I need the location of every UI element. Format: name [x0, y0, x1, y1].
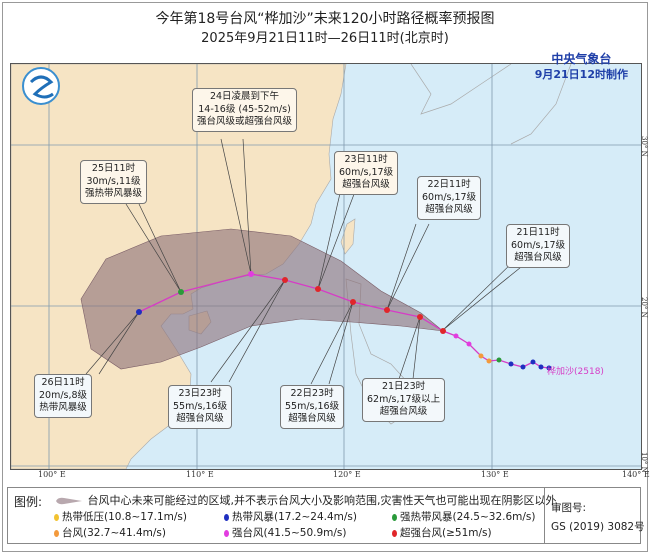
lon-label: 100° E: [38, 470, 66, 479]
blue-dot-icon: [224, 513, 229, 521]
point-26d11h: [136, 309, 142, 315]
point-24d: [248, 271, 254, 277]
map-title: 今年第18号台风“桦加沙”未来120小时路径概率预报图: [155, 11, 495, 27]
approval-label: 审图号:: [551, 502, 587, 514]
korea-japan: [410, 64, 572, 145]
cma-logo: [22, 67, 60, 105]
taiwan-island: [340, 218, 356, 255]
lon-label: 120° E: [333, 470, 361, 479]
lat-label: 30° N: [640, 136, 648, 157]
typhoon-name-label: 桦加沙(2518): [547, 367, 604, 377]
point-23d11h: [315, 286, 321, 292]
track-points: [136, 271, 552, 371]
legend-item-sty: 强台风(41.5~50.9m/s): [224, 525, 347, 540]
callout-21d23h: 21日23时 62m/s,17级以上 超强台风级: [362, 378, 446, 422]
callout-22d23h: 22日23时 55m/s,16级 超强台风级: [280, 385, 345, 429]
lat-label: 10° N: [640, 452, 648, 473]
probability-cone: [80, 228, 444, 370]
map-subtitle: 2025年9月21日11时—26日11时(北京时): [201, 31, 449, 46]
callout-leaders: [85, 138, 532, 385]
callout-23d23h: 23日23时 55m/s,16级 超强台风级: [168, 385, 233, 429]
legend-cone-note: 台风中心未来可能经过的区域,并不表示台风大小及影响范围,灾害性天气也可能出现在阴…: [54, 492, 557, 508]
graticule: [11, 64, 641, 469]
cone-swatch-icon: [56, 497, 82, 505]
lat-label: 20° N: [640, 297, 648, 318]
orange-dot-icon: [54, 529, 59, 537]
point-23d23h: [282, 277, 288, 283]
callout-23d11h: 23日11时 60m/s,17级 超强台风级: [334, 151, 399, 195]
lon-label: 110° E: [186, 470, 214, 479]
point-22d11h: [384, 307, 390, 313]
callout-21d11h: 21日11时 60m/s,17级 超强台风级: [506, 224, 571, 268]
legend-item-td: 热带低压(10.8~17.1m/s): [54, 509, 187, 524]
legend-item-sts: 强热带风暴(24.5~32.6m/s): [392, 509, 536, 524]
approval-number: GS (2019) 3082号: [551, 521, 645, 533]
point-25d11h: [178, 289, 184, 295]
callout-25d11h: 25日11时 30m/s,11级 强热带风暴级: [80, 160, 148, 204]
legend-item-ts: 热带风暴(17.2~24.4m/s): [224, 509, 357, 524]
approval-box: 审图号: GS (2019) 3082号: [544, 488, 645, 543]
legend: 图例: 台风中心未来可能经过的区域,并不表示台风大小及影响范围,灾害性天气也可能…: [7, 487, 645, 544]
issuer-stamp: 中央气象台 9月21日12时制作: [535, 52, 628, 82]
lon-label: 140° E: [622, 470, 650, 479]
callout-24d: 24日凌晨到下午 14-16级 (45-52m/s) 强台风级或超强台风级: [192, 88, 298, 132]
point-22d23h: [350, 299, 356, 305]
magenta-dot-icon: [224, 529, 229, 537]
point-21d11h: [440, 328, 446, 334]
issuer-name: 中央气象台: [551, 52, 612, 66]
yellow-dot-icon: [54, 513, 59, 521]
green-dot-icon: [392, 513, 397, 521]
red-dot-icon: [392, 529, 397, 537]
issue-time: 9月21日12时制作: [534, 68, 628, 81]
point-21d23h: [417, 314, 423, 320]
legend-title: 图例:: [14, 495, 43, 509]
legend-item-superty: 超强台风(≥51m/s): [392, 525, 492, 540]
lon-label: 130° E: [481, 470, 509, 479]
legend-item-ty: 台风(32.7~41.4m/s): [54, 525, 166, 540]
callout-22d11h: 22日11时 60m/s,17级 超强台风级: [417, 176, 482, 220]
callout-26d11h: 26日11时 20m/s,8级 热带风暴级: [34, 374, 93, 418]
